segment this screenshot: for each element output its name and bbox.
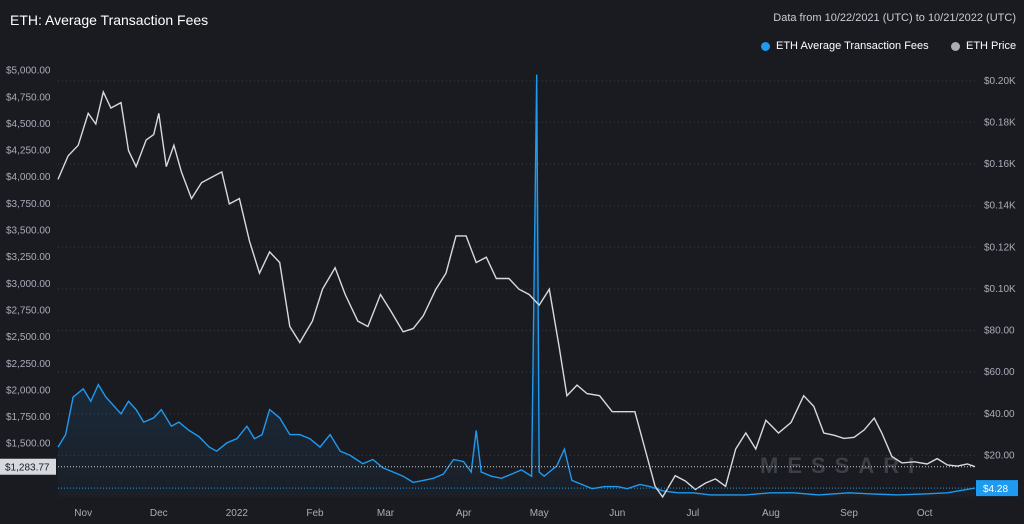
left-tick-label: $2,250.00 xyxy=(6,359,51,370)
left-tick-label: $4,000.00 xyxy=(6,172,51,183)
legend-label-price: ETH Price xyxy=(966,40,1017,52)
right-tick-label: $0.14K xyxy=(984,201,1016,212)
right-tick-label: $60.00 xyxy=(984,367,1015,378)
right-tick-label: $0.12K xyxy=(984,242,1016,253)
left-tick-label: $3,000.00 xyxy=(6,279,51,290)
x-tick-label: 2022 xyxy=(226,508,249,519)
left-tick-label: $1,500.00 xyxy=(6,439,51,450)
x-tick-label: Dec xyxy=(150,508,168,519)
left-axis-ticks: $1,500.00 $1,750.00 $2,000.00 $2,250.00 $2,5… xyxy=(6,66,51,450)
date-range-label: Data from 10/22/2021 (UTC) to 10/21/2022… xyxy=(773,12,1016,24)
legend-dot-price-icon xyxy=(951,41,960,51)
x-axis-ticks: Nov Dec 2022 Feb Mar Apr May Jun Jul Aug Sep Oct xyxy=(74,508,932,519)
x-tick-label: Apr xyxy=(456,508,472,519)
series-line-fees[interactable] xyxy=(57,74,976,496)
right-axis-ticks: $20.00 $40.00 $60.00 $80.00 $0.10K $0.12K $0.1… xyxy=(984,76,1016,462)
left-tick-label: $2,000.00 xyxy=(6,385,51,396)
price-value-badge-text: $1,283.77 xyxy=(5,463,50,474)
fees-area xyxy=(58,74,975,497)
watermark-logo: MESSARI xyxy=(760,453,924,478)
right-tick-label: $0.16K xyxy=(984,159,1016,170)
fees-value-badge xyxy=(976,480,1018,497)
left-tick-label: $2,500.00 xyxy=(6,332,51,343)
left-tick-label: $5,000.00 xyxy=(6,66,51,77)
left-tick-label: $3,750.00 xyxy=(6,199,51,210)
legend-item-price[interactable]: ETH Price xyxy=(951,40,1016,52)
right-tick-label: $0.10K xyxy=(984,284,1016,295)
left-tick-label: $1,750.00 xyxy=(6,412,51,423)
x-tick-label: Feb xyxy=(306,508,324,519)
right-tick-label: $40.00 xyxy=(984,409,1015,420)
right-tick-label: $20.00 xyxy=(984,450,1015,461)
left-tick-label: $4,750.00 xyxy=(6,92,51,103)
x-tick-label: Jun xyxy=(609,508,625,519)
left-tick-label: $2,750.00 xyxy=(6,305,51,316)
x-tick-label: Jul xyxy=(686,508,699,519)
legend-label-fees: ETH Average Transaction Fees xyxy=(776,40,929,52)
fees-value-badge-text: $4.28 xyxy=(983,484,1008,495)
series-line-price[interactable] xyxy=(57,89,976,499)
chart-title: ETH: Average Transaction Fees xyxy=(10,12,209,28)
x-tick-label: Mar xyxy=(377,508,395,519)
x-tick-label: May xyxy=(530,508,549,519)
grid-lines xyxy=(58,80,975,456)
left-tick-label: $3,250.00 xyxy=(6,252,51,263)
value-badges: $1,283.77 $4.28 xyxy=(0,458,1018,497)
price-value-badge xyxy=(0,458,56,475)
x-tick-label: Aug xyxy=(762,508,780,519)
x-tick-label: Nov xyxy=(74,508,92,519)
left-tick-label: $3,500.00 xyxy=(6,226,51,237)
legend-dot-fees-icon xyxy=(761,41,770,51)
left-tick-label: $4,500.00 xyxy=(6,119,51,130)
series-layer xyxy=(57,74,976,499)
legend-item-fees[interactable]: ETH Average Transaction Fees xyxy=(761,40,929,52)
left-tick-label: $4,250.00 xyxy=(6,146,51,157)
right-tick-label: $80.00 xyxy=(984,326,1015,337)
x-tick-label: Oct xyxy=(917,508,933,519)
x-tick-label: Sep xyxy=(840,508,858,519)
right-tick-label: $0.18K xyxy=(984,117,1016,128)
right-tick-label: $0.20K xyxy=(984,76,1016,87)
